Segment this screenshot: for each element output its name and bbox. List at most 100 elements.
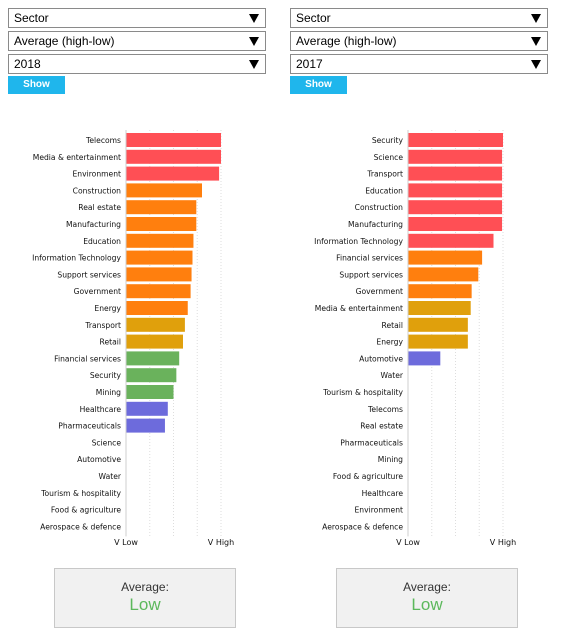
year-select[interactable]: 2018 (8, 54, 266, 74)
bar[interactable] (408, 317, 468, 332)
show-button[interactable]: Show (290, 76, 347, 94)
bar[interactable] (126, 149, 221, 164)
bar[interactable] (126, 401, 168, 416)
category-label: Water (381, 371, 404, 380)
category-label: Tourism & hospitality (322, 388, 403, 397)
category-label: Mining (378, 455, 403, 464)
year-select-value: 2017 (296, 57, 323, 71)
category-label: Media & entertainment (33, 153, 121, 162)
average-label: Average: (403, 580, 451, 594)
category-label: Aerospace & defence (40, 522, 121, 531)
bar[interactable] (408, 149, 503, 164)
bar[interactable] (126, 385, 174, 399)
category-label: Security (90, 371, 122, 380)
bar[interactable] (126, 233, 194, 248)
sector-bar-chart: Telecoms Media & entertainment Environment… (32, 130, 234, 547)
category-label: Pharmaceuticals (340, 438, 403, 447)
bar[interactable] (408, 351, 441, 366)
category-label: Information Technology (314, 237, 403, 246)
category-label: Science (92, 438, 122, 447)
x-tick-label: V Low (114, 538, 138, 547)
measure-select-value: Average (high-low) (296, 34, 397, 48)
bar[interactable] (408, 133, 503, 147)
bar[interactable] (126, 418, 165, 433)
bar[interactable] (408, 166, 503, 181)
bar[interactable] (408, 284, 472, 299)
bar[interactable] (126, 217, 197, 231)
category-label: Financial services (54, 354, 121, 363)
category-label: Energy (94, 304, 121, 313)
category-label: Energy (376, 338, 403, 347)
category-label: Retail (382, 321, 403, 330)
category-label: Water (99, 472, 122, 481)
dropdown-arrow-icon (249, 60, 259, 69)
show-button[interactable]: Show (8, 76, 65, 94)
category-select-value: Sector (14, 11, 49, 25)
dropdown-arrow-icon (531, 37, 541, 46)
bar[interactable] (126, 183, 202, 198)
bar[interactable] (126, 284, 191, 299)
category-label: Automotive (77, 455, 121, 464)
average-value: Low (129, 595, 161, 614)
measure-select[interactable]: Average (high-low) (290, 31, 548, 51)
category-label: Security (372, 136, 404, 145)
bar[interactable] (126, 368, 177, 383)
bar[interactable] (408, 200, 503, 215)
bar[interactable] (408, 183, 503, 198)
bar[interactable] (126, 317, 185, 332)
year-select-value: 2018 (14, 57, 41, 71)
category-label: Education (83, 237, 121, 246)
average-box: Average: Low (336, 568, 518, 628)
category-label: Financial services (336, 254, 403, 263)
bar[interactable] (126, 250, 193, 265)
category-label: Support services (57, 270, 121, 279)
category-select-value: Sector (296, 11, 331, 25)
bar[interactable] (408, 267, 479, 282)
category-label: Food & agriculture (51, 506, 122, 515)
bar[interactable] (408, 301, 471, 315)
category-label: Retail (100, 338, 121, 347)
average-box: Average: Low (54, 568, 236, 628)
category-label: Government (74, 287, 121, 296)
bar[interactable] (408, 250, 483, 265)
dropdown-arrow-icon (249, 37, 259, 46)
category-label: Education (365, 186, 403, 195)
dropdown-arrow-icon (531, 14, 541, 23)
category-label: Media & entertainment (315, 304, 403, 313)
x-tick-label: V High (208, 538, 234, 547)
category-label: Food & agriculture (333, 472, 404, 481)
bar[interactable] (126, 334, 183, 349)
category-label: Construction (73, 186, 122, 195)
bar[interactable] (408, 217, 503, 231)
bar[interactable] (126, 267, 192, 282)
category-label: Manufacturing (348, 220, 403, 229)
category-label: Transport (84, 321, 121, 330)
category-select[interactable]: Sector (8, 8, 266, 28)
category-label: Healthcare (80, 405, 122, 414)
category-label: Telecoms (85, 136, 121, 145)
year-select[interactable]: 2017 (290, 54, 548, 74)
category-label: Automotive (359, 354, 403, 363)
dropdown-arrow-icon (531, 60, 541, 69)
average-value: Low (411, 595, 443, 614)
category-label: Information Technology (32, 254, 121, 263)
bar[interactable] (408, 334, 468, 349)
category-label: Healthcare (362, 489, 404, 498)
bar[interactable] (126, 133, 221, 147)
measure-select-value: Average (high-low) (14, 34, 115, 48)
category-label: Environment (73, 170, 122, 179)
left-panel: Sector Average (high-low) 2018 Show Tele… (0, 0, 270, 642)
category-select[interactable]: Sector (290, 8, 548, 28)
category-label: Tourism & hospitality (40, 489, 121, 498)
average-label: Average: (121, 580, 169, 594)
bar[interactable] (126, 351, 180, 366)
category-label: Support services (339, 270, 403, 279)
right-panel: Sector Average (high-low) 2017 Show Secu… (282, 0, 552, 642)
measure-select[interactable]: Average (high-low) (8, 31, 266, 51)
x-tick-label: V High (490, 538, 516, 547)
bar[interactable] (408, 233, 494, 248)
bar[interactable] (126, 166, 220, 181)
category-label: Environment (355, 506, 404, 515)
bar[interactable] (126, 200, 197, 215)
bar[interactable] (126, 301, 188, 315)
